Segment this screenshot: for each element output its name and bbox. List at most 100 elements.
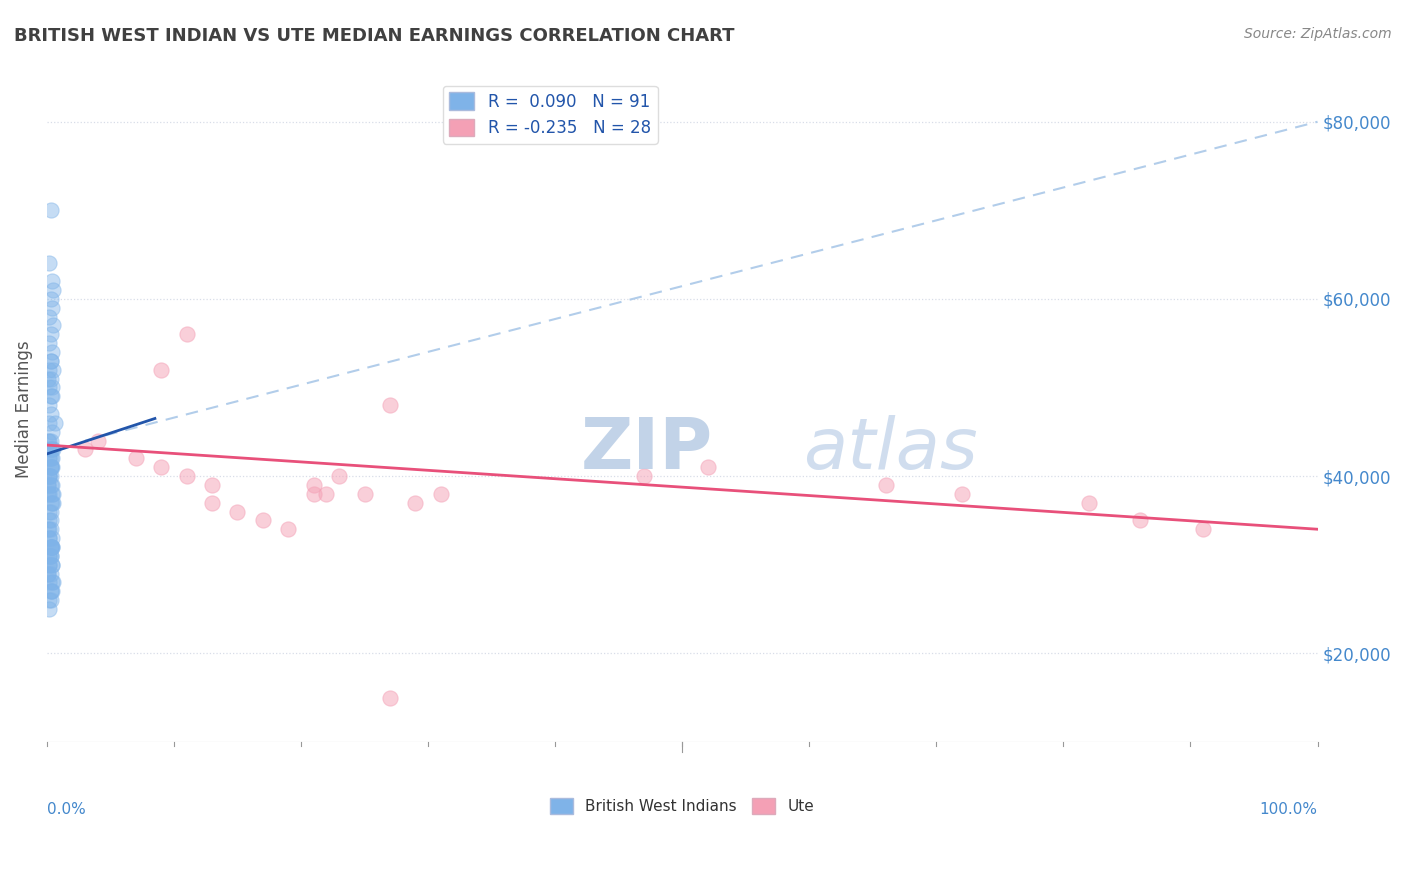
Point [39, 371, 62, 385]
Point [378, 690, 401, 705]
Point [39, 389, 62, 403]
Point [430, 487, 453, 501]
Point [41, 540, 63, 554]
Point [1192, 522, 1215, 536]
Point [38, 549, 60, 563]
Point [38, 513, 60, 527]
Point [201, 478, 224, 492]
Point [39, 442, 62, 457]
Point [41, 442, 63, 457]
Point [37, 566, 59, 581]
Text: atlas: atlas [803, 415, 977, 484]
Point [378, 398, 401, 412]
Point [39, 584, 62, 599]
Point [38, 336, 60, 351]
Point [39, 496, 62, 510]
Point [44, 416, 66, 430]
Point [1077, 496, 1099, 510]
Point [41, 451, 63, 466]
Point [41, 487, 63, 501]
Point [302, 478, 325, 492]
Point [38, 310, 60, 324]
Point [39, 407, 62, 421]
Point [39, 469, 62, 483]
Point [39, 549, 62, 563]
Point [38, 451, 60, 466]
Point [633, 469, 655, 483]
Point [41, 460, 63, 475]
Point [39, 354, 62, 368]
Point [39, 327, 62, 342]
Point [696, 460, 718, 475]
Point [41, 380, 63, 394]
Point [38, 593, 60, 607]
Text: BRITISH WEST INDIAN VS UTE MEDIAN EARNINGS CORRELATION CHART: BRITISH WEST INDIAN VS UTE MEDIAN EARNIN… [14, 27, 734, 45]
Point [176, 469, 198, 483]
Point [38, 442, 60, 457]
Point [41, 496, 63, 510]
Point [39, 203, 62, 218]
Point [37, 371, 59, 385]
Point [37, 487, 59, 501]
Point [38, 256, 60, 270]
Point [328, 469, 350, 483]
Point [41, 274, 63, 288]
Point [41, 301, 63, 315]
Point [41, 531, 63, 545]
Text: ZIP: ZIP [581, 415, 713, 484]
Point [150, 363, 173, 377]
Point [404, 496, 426, 510]
Point [38, 531, 60, 545]
Point [86, 434, 108, 448]
Point [38, 487, 60, 501]
Point [39, 478, 62, 492]
Point [353, 487, 375, 501]
Point [38, 602, 60, 616]
Point [38, 469, 60, 483]
Point [37, 478, 59, 492]
Point [39, 292, 62, 306]
Point [1129, 513, 1152, 527]
Point [38, 558, 60, 572]
Point [39, 540, 62, 554]
Point [41, 425, 63, 439]
Point [42, 318, 65, 333]
Point [125, 451, 148, 466]
Point [37, 522, 59, 536]
Point [950, 487, 973, 501]
Point [39, 522, 62, 536]
Point [41, 584, 63, 599]
Point [277, 522, 299, 536]
Point [41, 389, 63, 403]
Point [41, 558, 63, 572]
Point [42, 487, 65, 501]
Legend: British West Indians, Ute: British West Indians, Ute [544, 792, 820, 821]
Point [42, 283, 65, 297]
Point [39, 460, 62, 475]
Point [302, 487, 325, 501]
Point [41, 540, 63, 554]
Point [39, 566, 62, 581]
Point [875, 478, 897, 492]
Y-axis label: Median Earnings: Median Earnings [15, 341, 32, 478]
Point [38, 380, 60, 394]
Point [39, 434, 62, 448]
Point [38, 531, 60, 545]
Point [41, 478, 63, 492]
Point [39, 451, 62, 466]
Point [39, 460, 62, 475]
Point [38, 522, 60, 536]
Point [73, 442, 96, 457]
Point [39, 504, 62, 518]
Text: Source: ZipAtlas.com: Source: ZipAtlas.com [1244, 27, 1392, 41]
Point [252, 513, 274, 527]
Point [226, 504, 249, 518]
Point [38, 363, 60, 377]
Point [201, 496, 224, 510]
Point [38, 469, 60, 483]
Point [37, 434, 59, 448]
Point [42, 363, 65, 377]
Point [41, 575, 63, 590]
Point [39, 540, 62, 554]
Point [42, 442, 65, 457]
